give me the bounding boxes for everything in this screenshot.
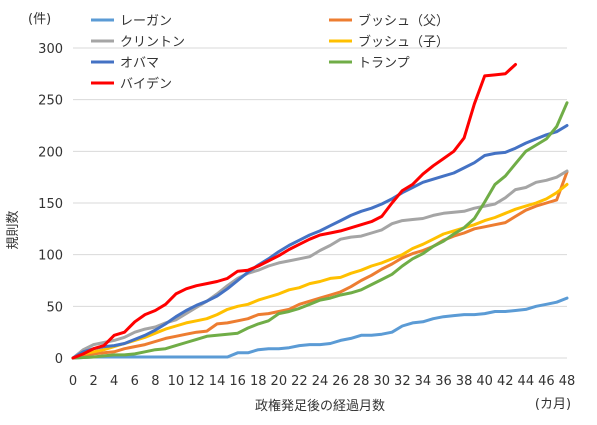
y-unit-label: (件) xyxy=(28,12,51,27)
series-line-1 xyxy=(71,170,569,360)
x-tick-label: 28 xyxy=(353,374,370,389)
x-tick-label: 2 xyxy=(89,374,97,389)
x-tick-label: 24 xyxy=(312,374,329,389)
y-tick-label: 150 xyxy=(38,197,63,212)
y-tick-labels: 0 50 100 150 200 250 300 xyxy=(38,42,63,367)
x-tick-label: 44 xyxy=(518,374,535,389)
x-tick-label: 46 xyxy=(538,374,555,389)
x-tick-label: 42 xyxy=(497,374,514,389)
series-line-3 xyxy=(71,182,569,360)
x-tick-label: 34 xyxy=(415,374,432,389)
x-tick-label: 20 xyxy=(271,374,288,389)
x-unit-label: (カ月) xyxy=(535,397,571,412)
legend-label-6: バイデン xyxy=(120,76,172,92)
x-tick-label: 48 xyxy=(559,374,576,389)
y-tick-label: 100 xyxy=(38,249,63,264)
y-tick-label: 250 xyxy=(38,94,63,109)
x-axis-title: 政権発足後の経過月数 xyxy=(255,398,385,414)
x-tick-labels: 0 2 4 6 8 10 12 14 16 18 20 22 24 26 28 30 32 34 36 38 40 42 4… xyxy=(69,374,575,389)
x-tick-label: 6 xyxy=(131,374,139,389)
series-lines xyxy=(71,63,569,360)
series-line-2 xyxy=(71,169,569,360)
legend-label-2: クリントン xyxy=(120,35,185,50)
legend-label-5: トランプ xyxy=(358,56,410,71)
y-tick-label: 0 xyxy=(55,352,63,367)
x-tick-label: 14 xyxy=(209,374,226,389)
y-tick-label: 200 xyxy=(38,145,63,160)
x-tick-label: 4 xyxy=(110,374,118,389)
x-tick-label: 36 xyxy=(435,374,452,389)
legend-label-1: ブッシュ（父） xyxy=(358,13,449,29)
y-tick-label: 50 xyxy=(46,300,63,315)
y-axis-title: 規則数 xyxy=(6,210,21,249)
x-tick-label: 16 xyxy=(229,374,246,389)
x-tick-label: 12 xyxy=(188,374,205,389)
series-line-4 xyxy=(71,124,569,360)
x-tick-label: 0 xyxy=(69,374,77,389)
y-tick-label: 300 xyxy=(38,42,63,57)
x-tick-label: 30 xyxy=(373,374,390,389)
legend-label-4: オバマ xyxy=(120,56,159,71)
series-line-0 xyxy=(71,296,569,360)
series-line-5 xyxy=(71,101,569,360)
gridlines xyxy=(73,47,567,359)
x-tick-label: 26 xyxy=(332,374,349,389)
x-tick-label: 10 xyxy=(168,374,185,389)
legend-label-3: ブッシュ（子） xyxy=(358,34,449,50)
x-tick-label: 32 xyxy=(394,374,411,389)
x-tick-label: 18 xyxy=(250,374,267,389)
x-tick-label: 8 xyxy=(151,374,159,389)
series-line-6 xyxy=(71,63,517,360)
x-tick-label: 38 xyxy=(456,374,473,389)
x-tick-label: 40 xyxy=(476,374,493,389)
x-tick-label: 22 xyxy=(291,374,308,389)
legend-label-0: レーガン xyxy=(120,14,172,29)
